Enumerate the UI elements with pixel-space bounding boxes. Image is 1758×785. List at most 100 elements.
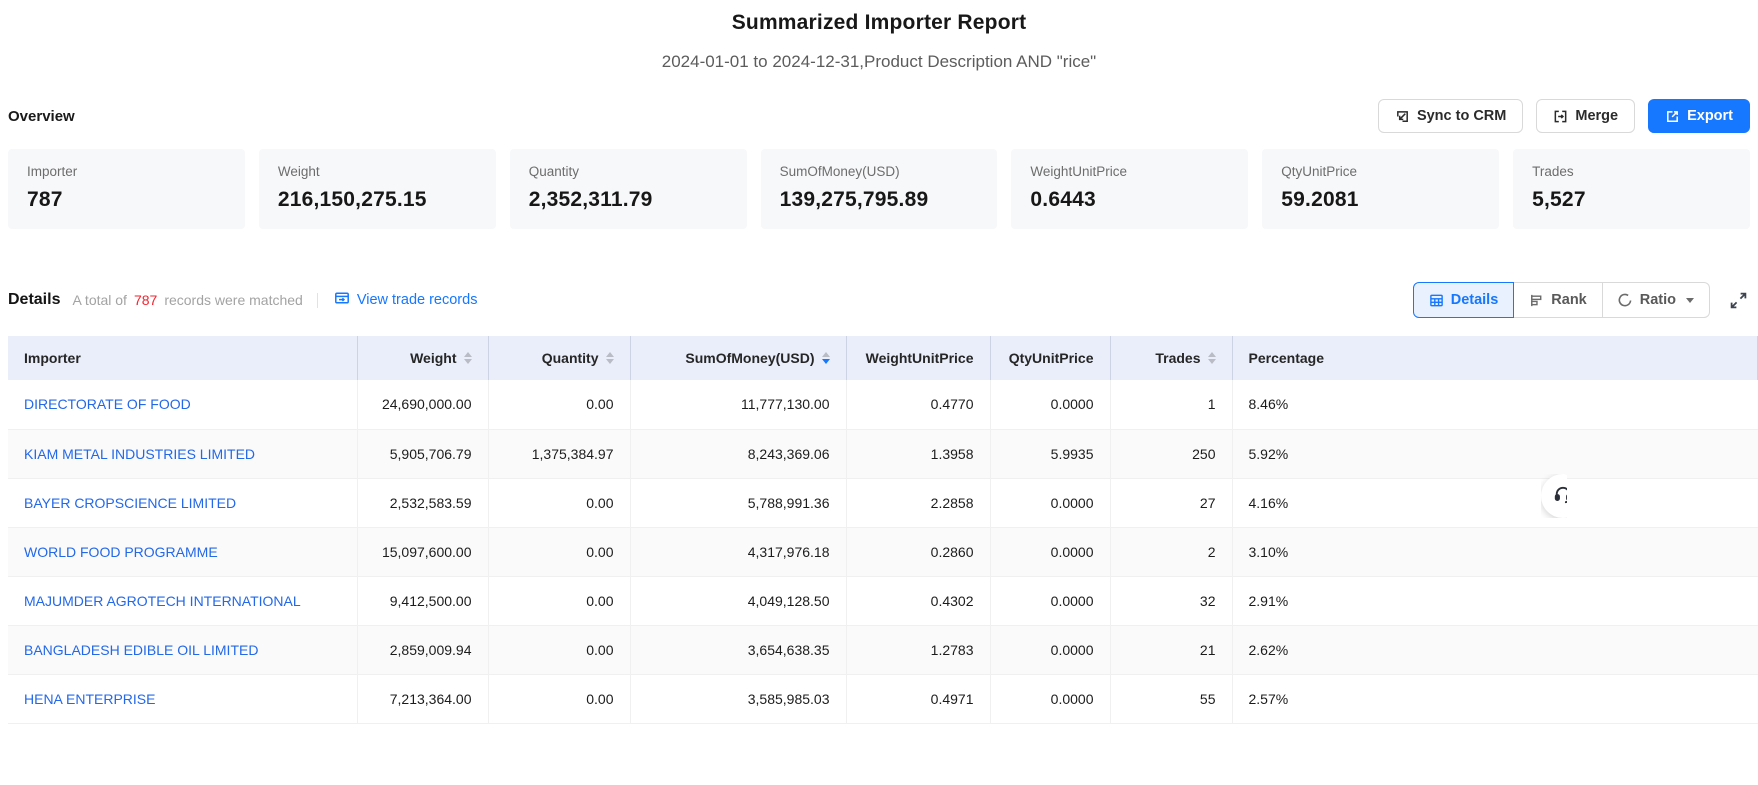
match-suffix: records were matched — [164, 292, 303, 308]
importer-link[interactable]: DIRECTORATE OF FOOD — [24, 396, 191, 413]
stat-card-label: QtyUnitPrice — [1281, 164, 1358, 179]
sum-of-money-cell: 8,243,369.06 — [630, 429, 847, 479]
qty-unit-price-cell: 5.9935 — [990, 429, 1111, 479]
sort-icon — [1207, 351, 1216, 365]
details-section-label: Details — [8, 291, 61, 308]
stat-card: Trades 5,527 — [1513, 149, 1750, 229]
importer-link[interactable]: BAYER CROPSCIENCE LIMITED — [24, 494, 237, 511]
column-header[interactable]: Weight — [357, 336, 489, 380]
export-button[interactable]: Export — [1648, 99, 1750, 133]
stat-card-label: Weight — [277, 164, 320, 179]
weight-unit-price-cell: 0.4770 — [846, 380, 991, 430]
qty-unit-price-cell: 0.0000 — [990, 527, 1111, 577]
stat-card: Importer 787 — [8, 149, 245, 229]
match-count: 787 — [133, 292, 158, 308]
rank-bars-icon — [1529, 293, 1544, 308]
overview-actions: Sync to CRM Merge Export — [1377, 99, 1750, 133]
stat-card: Weight 216,150,275.15 — [258, 149, 496, 229]
percentage-cell: 2.57% — [1232, 674, 1758, 724]
weight-cell: 7,213,364.00 — [357, 674, 489, 724]
stat-card-value: 787 — [27, 188, 63, 211]
table-row: HENA ENTERPRISE 7,213,364.00 0.00 3,585,… — [8, 674, 1758, 724]
ratio-ring-icon — [1618, 293, 1633, 308]
help-widget[interactable] — [1541, 474, 1567, 518]
weight-unit-price-cell: 0.2860 — [846, 527, 991, 577]
sum-of-money-cell: 4,317,976.18 — [630, 527, 847, 577]
chevron-down-icon — [1686, 297, 1694, 303]
weight-cell: 15,097,600.00 — [357, 527, 489, 577]
percentage-cell: 5.92% — [1232, 429, 1758, 479]
stat-card-label: WeightUnitPrice — [1030, 164, 1127, 179]
match-prefix: A total of — [72, 292, 127, 308]
importer-link[interactable]: BANGLADESH EDIBLE OIL LIMITED — [24, 641, 259, 658]
weight-unit-price-cell: 0.4971 — [846, 674, 991, 724]
weight-unit-price-cell: 2.2858 — [846, 478, 991, 528]
trade-records-icon — [334, 290, 350, 310]
percentage-cell: 4.16% — [1232, 478, 1758, 528]
stat-card-value: 216,150,275.15 — [277, 188, 427, 211]
weight-unit-price-cell: 0.4302 — [846, 576, 991, 626]
export-icon — [1665, 109, 1680, 124]
percentage-cell: 2.91% — [1232, 576, 1758, 626]
trades-cell: 1 — [1110, 380, 1233, 430]
column-header[interactable]: Quantity — [488, 336, 631, 380]
quantity-cell: 0.00 — [488, 576, 631, 626]
fullscreen-button[interactable] — [1727, 289, 1750, 312]
stat-card: QtyUnitPrice 59.2081 — [1262, 149, 1500, 229]
quantity-cell: 0.00 — [488, 674, 631, 724]
column-header[interactable]: SumOfMoney(USD) — [630, 336, 847, 380]
trades-cell: 32 — [1110, 576, 1233, 626]
trades-cell: 2 — [1110, 527, 1233, 577]
page-title: Summarized Importer Report — [731, 11, 1027, 34]
quantity-cell: 1,375,384.97 — [488, 429, 631, 479]
importer-link[interactable]: HENA ENTERPRISE — [24, 690, 156, 707]
stat-card-value: 5,527 — [1532, 188, 1586, 211]
table-row: BANGLADESH EDIBLE OIL LIMITED 2,859,009.… — [8, 625, 1758, 675]
table-row: MAJUMDER AGROTECH INTERNATIONAL 9,412,50… — [8, 576, 1758, 626]
view-mode-tab[interactable]: Ratio — [1602, 282, 1710, 318]
stat-card: WeightUnitPrice 0.6443 — [1011, 149, 1249, 229]
column-header: WeightUnitPrice — [846, 336, 991, 380]
weight-cell: 9,412,500.00 — [357, 576, 489, 626]
importer-details-table: Importer Weight Quantity — [8, 336, 1758, 724]
stat-card-label: SumOfMoney(USD) — [779, 164, 900, 179]
percentage-cell: 3.10% — [1232, 527, 1758, 577]
view-mode-tab[interactable]: Details — [1412, 282, 1515, 318]
details-table-icon — [1429, 293, 1444, 308]
qty-unit-price-cell: 0.0000 — [990, 625, 1111, 675]
importer-link[interactable]: WORLD FOOD PROGRAMME — [24, 543, 218, 560]
trades-cell: 250 — [1110, 429, 1233, 479]
overview-bar: Overview Sync to CRM Merge — [8, 98, 1750, 134]
column-header: Importer — [8, 336, 358, 380]
percentage-cell: 2.62% — [1232, 625, 1758, 675]
qty-unit-price-cell: 0.0000 — [990, 674, 1111, 724]
quantity-cell: 0.00 — [488, 380, 631, 430]
table-row: DIRECTORATE OF FOOD 24,690,000.00 0.00 1… — [8, 380, 1758, 430]
headset-icon — [1553, 484, 1567, 509]
percentage-cell: 8.46% — [1232, 380, 1758, 430]
stat-card: SumOfMoney(USD) 139,275,795.89 — [760, 149, 998, 229]
qty-unit-price-cell: 0.0000 — [990, 478, 1111, 528]
importer-link[interactable]: KIAM METAL INDUSTRIES LIMITED — [24, 445, 256, 462]
trades-cell: 27 — [1110, 478, 1233, 528]
view-trade-records-link[interactable]: View trade records — [334, 290, 477, 310]
stat-card-value: 0.6443 — [1030, 188, 1096, 211]
importer-link[interactable]: MAJUMDER AGROTECH INTERNATIONAL — [24, 592, 301, 609]
fullscreen-expand-icon — [1729, 292, 1748, 313]
column-header[interactable]: Trades — [1110, 336, 1233, 380]
view-mode-segmented-control: Details — [1412, 282, 1710, 318]
sync-to-crm-button[interactable]: Sync to CRM — [1377, 99, 1524, 133]
sum-of-money-cell: 5,788,991.36 — [630, 478, 847, 528]
qty-unit-price-cell: 0.0000 — [990, 576, 1111, 626]
stat-card-value: 2,352,311.79 — [528, 188, 653, 211]
overview-section-label: Overview — [8, 107, 75, 125]
merge-button[interactable]: Merge — [1536, 99, 1636, 133]
view-mode-tab[interactable]: Rank — [1514, 282, 1603, 318]
weight-cell: 2,859,009.94 — [357, 625, 489, 675]
overview-stat-cards: Importer 787 Weight 216,150,275.15 Quant… — [8, 149, 1750, 229]
stat-card-label: Trades — [1532, 164, 1574, 179]
sum-of-money-cell: 4,049,128.50 — [630, 576, 847, 626]
sum-of-money-cell: 3,585,985.03 — [630, 674, 847, 724]
sort-icon — [605, 351, 614, 365]
weight-unit-price-cell: 1.3958 — [846, 429, 991, 479]
